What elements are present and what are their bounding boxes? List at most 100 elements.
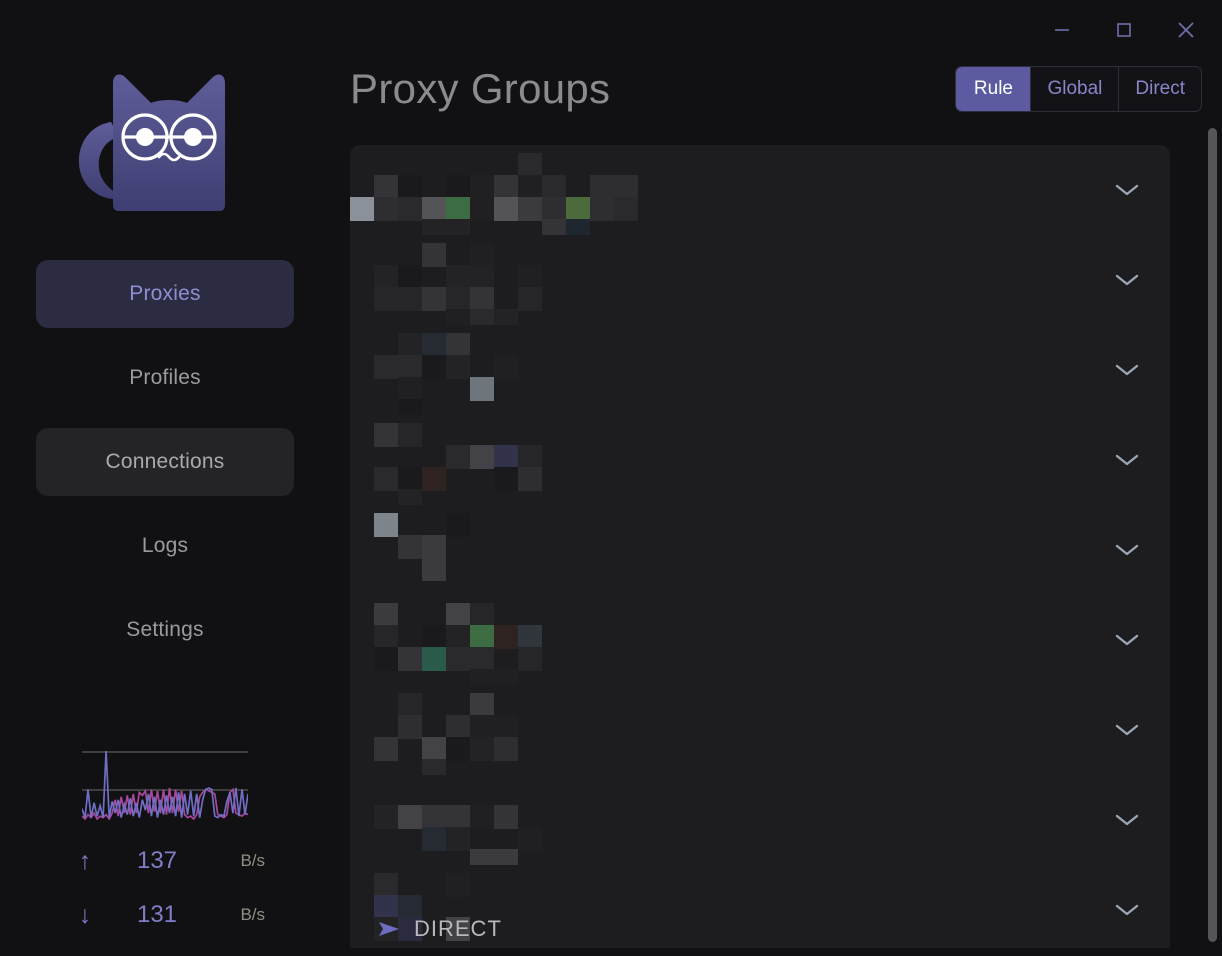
proxy-group-row[interactable] bbox=[350, 415, 1170, 505]
chevron-down-icon[interactable] bbox=[1112, 360, 1142, 380]
censored-group-content bbox=[350, 505, 1170, 595]
censored-block bbox=[398, 287, 422, 311]
censored-group-content bbox=[350, 145, 1170, 235]
sidebar-item-label: Settings bbox=[126, 618, 204, 641]
censored-group-content bbox=[350, 775, 1170, 865]
censored-block bbox=[470, 669, 494, 685]
mode-button-direct[interactable]: Direct bbox=[1119, 67, 1201, 111]
censored-block bbox=[494, 625, 518, 649]
censored-block bbox=[422, 535, 446, 559]
chevron-down-icon[interactable] bbox=[1112, 270, 1142, 290]
censored-block bbox=[446, 513, 470, 537]
censored-group-content bbox=[350, 685, 1170, 775]
mode-button-rule[interactable]: Rule bbox=[956, 67, 1032, 111]
chevron-down-icon[interactable] bbox=[1112, 810, 1142, 830]
censored-block bbox=[446, 737, 470, 761]
censored-block bbox=[470, 737, 494, 761]
censored-block bbox=[398, 917, 422, 941]
scrollbar-track[interactable] bbox=[1206, 128, 1218, 948]
censored-block bbox=[470, 309, 494, 325]
censored-group-content bbox=[350, 415, 1170, 505]
censored-block bbox=[422, 467, 446, 491]
censored-block bbox=[542, 219, 566, 235]
censored-block bbox=[446, 175, 470, 199]
censored-block bbox=[446, 603, 470, 627]
censored-block bbox=[398, 399, 422, 415]
chevron-down-icon[interactable] bbox=[1112, 180, 1142, 200]
sidebar-item-logs[interactable]: Logs bbox=[36, 512, 294, 580]
sidebar: Proxies Profiles Connections Logs Settin… bbox=[0, 0, 330, 956]
proxy-group-row[interactable] bbox=[350, 145, 1170, 235]
censored-block bbox=[542, 197, 566, 221]
censored-block bbox=[398, 715, 422, 739]
scrollbar-thumb[interactable] bbox=[1208, 128, 1217, 942]
proxy-group-row[interactable] bbox=[350, 865, 1170, 948]
minimize-button[interactable] bbox=[1042, 10, 1082, 50]
censored-block bbox=[398, 693, 422, 717]
proxy-group-row[interactable] bbox=[350, 505, 1170, 595]
censored-block bbox=[446, 265, 470, 289]
chevron-down-icon[interactable] bbox=[1112, 540, 1142, 560]
sidebar-item-settings[interactable]: Settings bbox=[36, 596, 294, 664]
chevron-down-icon[interactable] bbox=[1112, 720, 1142, 740]
arrow-down-icon: ↓ bbox=[78, 900, 92, 929]
proxy-group-list: DIRECT bbox=[350, 145, 1170, 948]
censored-block bbox=[374, 287, 398, 311]
chevron-down-icon[interactable] bbox=[1112, 900, 1142, 920]
censored-block bbox=[422, 355, 446, 379]
censored-block bbox=[374, 737, 398, 761]
cat-with-glasses-logo-icon bbox=[78, 74, 225, 211]
censored-block bbox=[374, 197, 398, 221]
censored-block bbox=[446, 333, 470, 357]
censored-block bbox=[422, 287, 446, 311]
censored-block bbox=[374, 355, 398, 379]
censored-block bbox=[422, 219, 446, 235]
sidebar-item-profiles[interactable]: Profiles bbox=[36, 344, 294, 412]
proxy-group-row[interactable] bbox=[350, 235, 1170, 325]
censored-block bbox=[566, 197, 590, 221]
censored-block bbox=[566, 219, 590, 235]
censored-block bbox=[374, 513, 398, 537]
proxy-group-row[interactable] bbox=[350, 775, 1170, 865]
close-button[interactable] bbox=[1166, 10, 1206, 50]
censored-block bbox=[470, 243, 494, 267]
censored-block bbox=[494, 355, 518, 379]
censored-block bbox=[518, 625, 542, 649]
censored-block bbox=[518, 287, 542, 311]
censored-block bbox=[494, 849, 518, 865]
main-area: Proxy Groups Rule Global Direct bbox=[330, 0, 1222, 956]
censored-block bbox=[446, 309, 470, 325]
censored-block bbox=[446, 197, 470, 221]
censored-block bbox=[614, 197, 638, 221]
sidebar-item-proxies[interactable]: Proxies bbox=[36, 260, 294, 328]
censored-block bbox=[470, 197, 494, 221]
chevron-down-icon[interactable] bbox=[1112, 450, 1142, 470]
sidebar-item-label: Proxies bbox=[129, 282, 201, 305]
censored-group-content bbox=[350, 235, 1170, 325]
censored-block bbox=[494, 309, 518, 325]
sidebar-item-connections[interactable]: Connections bbox=[36, 428, 294, 496]
censored-block bbox=[518, 827, 542, 851]
censored-block bbox=[398, 467, 422, 491]
proxy-group-row[interactable] bbox=[350, 595, 1170, 685]
censored-block bbox=[470, 849, 494, 865]
censored-block bbox=[494, 467, 518, 491]
direct-proxy-entry[interactable]: DIRECT bbox=[378, 914, 502, 944]
chevron-down-icon[interactable] bbox=[1112, 630, 1142, 650]
censored-block bbox=[422, 759, 446, 775]
censored-block bbox=[374, 265, 398, 289]
censored-block bbox=[470, 175, 494, 199]
censored-block bbox=[470, 715, 494, 739]
proxy-group-row[interactable] bbox=[350, 685, 1170, 775]
maximize-button[interactable] bbox=[1104, 10, 1144, 50]
mode-button-global[interactable]: Global bbox=[1031, 67, 1120, 111]
censored-block bbox=[518, 197, 542, 221]
proxy-group-row[interactable] bbox=[350, 325, 1170, 415]
censored-block bbox=[398, 805, 422, 829]
censored-block bbox=[398, 265, 422, 289]
censored-block bbox=[494, 737, 518, 761]
censored-block bbox=[446, 827, 470, 851]
maximize-icon bbox=[1117, 23, 1131, 37]
upload-rate-unit: B/s bbox=[240, 851, 265, 870]
